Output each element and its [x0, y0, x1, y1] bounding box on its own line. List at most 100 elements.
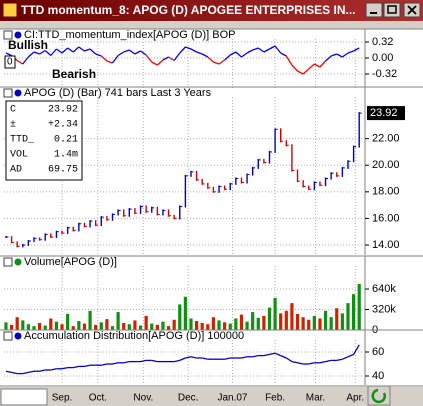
- line-segment: [123, 49, 130, 53]
- line-segment: [202, 357, 208, 360]
- x-tick-label: Feb.: [265, 393, 285, 404]
- line-segment: [308, 63, 315, 70]
- line-segment: [179, 357, 186, 361]
- y-tick-label: 0.00: [372, 52, 393, 64]
- line-segment: [190, 48, 197, 53]
- volume-bar: [122, 322, 126, 330]
- line-segment: [252, 47, 259, 51]
- volume-bar: [26, 324, 30, 330]
- line-segment: [291, 64, 298, 72]
- volume-bar: [239, 314, 244, 330]
- line-segment: [22, 371, 29, 375]
- volume-bar: [60, 324, 64, 330]
- info-label: VOL: [10, 150, 28, 161]
- panel-title: Accumulation Distribution[APOG (D)] 1000…: [24, 330, 244, 342]
- line-segment: [347, 50, 354, 54]
- y-tick-label: 40: [372, 370, 384, 382]
- volume-bar: [178, 304, 182, 330]
- title-bar: [0, 0, 423, 21]
- y-tick-label: 0.32: [372, 36, 393, 48]
- volume-bar: [155, 324, 159, 330]
- line-segment: [112, 362, 119, 365]
- line-segment: [145, 54, 153, 63]
- line-segment: [117, 51, 125, 57]
- panel-icon: [14, 89, 22, 97]
- close-glyph: [407, 5, 417, 15]
- y-tick-label: 22.00: [372, 133, 400, 145]
- line-segment: [50, 368, 57, 371]
- volume-bar: [340, 313, 344, 330]
- volume-bar: [71, 326, 75, 330]
- volume-bar: [312, 315, 316, 330]
- line-segment: [347, 353, 354, 358]
- line-segment: [111, 55, 119, 64]
- line-segment: [280, 355, 287, 359]
- info-label: TTD_: [10, 135, 35, 146]
- line-segment: [336, 53, 343, 58]
- info-value: 1.4m: [54, 150, 78, 161]
- line-segment: [11, 371, 18, 375]
- line-segment: [173, 52, 181, 61]
- volume-bar: [15, 317, 19, 330]
- line-segment: [84, 48, 91, 52]
- volume-bar: [194, 321, 199, 330]
- line-segment: [5, 370, 12, 374]
- line-segment: [179, 46, 186, 54]
- scroll-box[interactable]: [0, 388, 48, 406]
- volume-bar: [9, 324, 14, 330]
- line-segment: [246, 49, 253, 54]
- line-segment: [336, 358, 343, 362]
- volume-bar: [88, 310, 92, 330]
- line-segment: [151, 61, 158, 66]
- volume-bar: [4, 322, 8, 330]
- panel-icon: [14, 258, 22, 266]
- volume-bar: [138, 325, 143, 330]
- line-segment: [325, 55, 332, 62]
- line-segment: [33, 51, 40, 55]
- line-segment: [241, 52, 248, 58]
- volume-bar: [32, 326, 36, 330]
- line-segment: [241, 356, 248, 359]
- line-segment: [218, 59, 226, 65]
- window-buttons[interactable]: [365, 2, 421, 18]
- line-segment: [56, 48, 63, 54]
- volume-bar: [82, 323, 87, 330]
- panel-icon: [14, 332, 22, 340]
- volume-bar: [189, 318, 193, 330]
- volume-bar: [172, 319, 176, 330]
- line-segment: [123, 360, 130, 364]
- volume-bar: [99, 322, 103, 330]
- line-segment: [280, 52, 287, 57]
- volume-bar: [110, 326, 115, 330]
- last-price-box: [367, 106, 405, 121]
- y-tick-label: 640k: [372, 283, 396, 295]
- line-segment: [134, 50, 141, 55]
- line-segment: [252, 354, 259, 358]
- volume-bar: [116, 312, 120, 330]
- last-price-label: 23.92: [370, 107, 398, 119]
- line-segment: [302, 68, 310, 75]
- annotation-bullish: Bullish: [8, 38, 48, 52]
- minimize-button[interactable]: [365, 2, 383, 18]
- line-segment: [78, 46, 85, 52]
- x-tick-label: Dec.: [178, 393, 199, 404]
- line-segment: [257, 47, 265, 53]
- line-segment: [73, 365, 79, 369]
- x-tick-label: Mar.: [306, 393, 325, 404]
- volume-bar: [200, 322, 204, 330]
- volume-bar: [329, 317, 333, 330]
- maximize-button[interactable]: [383, 2, 401, 18]
- line-segment: [16, 59, 24, 65]
- panel-title: APOG (D) (Bar) 741 bars Last 3 Years: [24, 87, 212, 99]
- volume-bar: [94, 324, 98, 330]
- volume-bar: [307, 319, 311, 330]
- volume-bar: [223, 322, 227, 330]
- volume-bar: [43, 325, 47, 330]
- line-segment: [39, 369, 46, 372]
- line-segment: [196, 51, 203, 55]
- line-segment: [274, 45, 282, 54]
- line-segment: [342, 356, 349, 360]
- volume-bar: [49, 318, 53, 330]
- line-segment: [101, 363, 108, 366]
- line-segment: [89, 48, 97, 55]
